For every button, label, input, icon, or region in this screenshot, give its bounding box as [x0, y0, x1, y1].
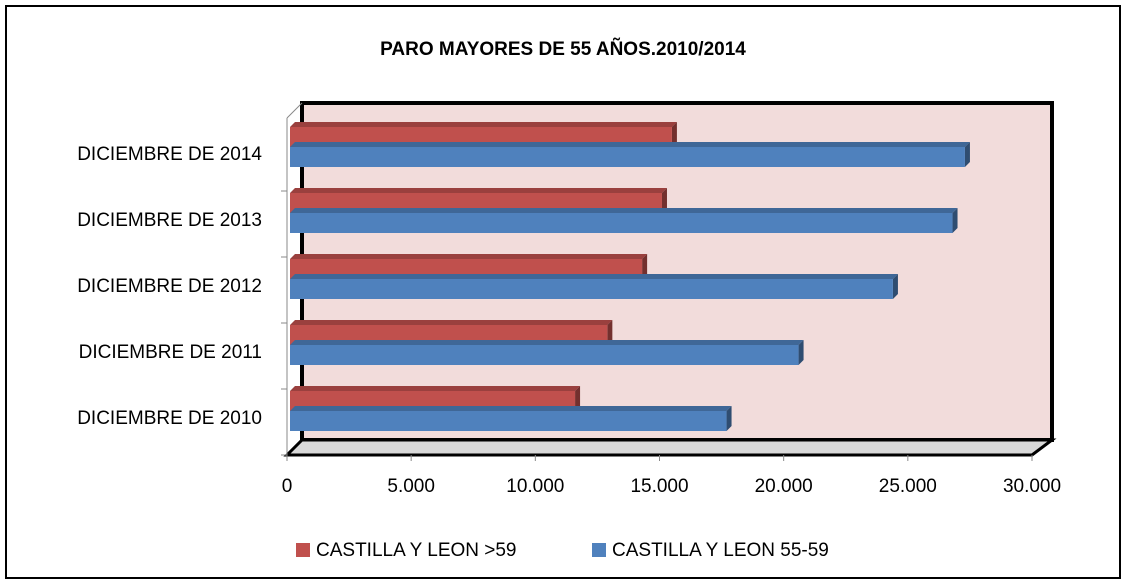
x-tick-label: 20.000 — [755, 476, 813, 497]
floor — [283, 438, 1057, 457]
bar-face — [290, 147, 965, 167]
bar-face — [575, 386, 581, 411]
legend-label: CASTILLA Y LEON >59 — [316, 540, 517, 561]
bar-face — [290, 208, 958, 213]
bar-face — [290, 406, 732, 411]
y-tick-label: DICIEMBRE DE 2014 — [77, 144, 262, 165]
bar-face — [952, 208, 958, 233]
bar-face — [798, 340, 804, 365]
bar-face — [290, 142, 970, 147]
bar-face — [726, 406, 732, 431]
bar — [290, 208, 958, 233]
bar-face — [642, 254, 648, 279]
bar-face — [290, 345, 799, 365]
bar-face — [671, 122, 677, 147]
bar — [290, 142, 970, 167]
bar-face — [290, 320, 613, 325]
bar-face — [964, 142, 970, 167]
legend-label: CASTILLA Y LEON 55-59 — [612, 540, 829, 561]
legend-swatch — [296, 543, 310, 557]
bar-face — [892, 274, 898, 299]
x-tick-label: 5.000 — [387, 476, 435, 497]
bar — [290, 406, 732, 431]
y-tick-label: DICIEMBRE DE 2011 — [79, 342, 262, 363]
bar-face — [290, 188, 667, 193]
y-tick-label: DICIEMBRE DE 2010 — [77, 408, 262, 429]
x-tick-label: 30.000 — [1003, 476, 1061, 497]
bar-face — [290, 274, 898, 279]
bar — [290, 274, 898, 299]
bar-face — [290, 411, 727, 431]
bar-face — [290, 213, 953, 233]
y-tick-label: DICIEMBRE DE 2012 — [77, 276, 262, 297]
x-tick-label: 25.000 — [879, 476, 937, 497]
bar-face — [290, 122, 677, 127]
bar-face — [290, 386, 581, 391]
axis-line — [286, 102, 303, 119]
y-tick-label: DICIEMBRE DE 2013 — [77, 210, 262, 231]
x-tick-label: 0 — [282, 476, 293, 497]
bar-face — [607, 320, 613, 345]
bar — [290, 340, 804, 365]
bar-face — [290, 340, 804, 345]
chart-title: PARO MAYORES DE 55 AÑOS.2010/2014 — [380, 38, 746, 60]
x-tick-label: 10.000 — [506, 476, 564, 497]
bar-face — [290, 254, 648, 259]
bar-face — [661, 188, 667, 213]
legend-swatch — [592, 543, 606, 557]
bar-face — [290, 279, 893, 299]
x-tick-label: 15.000 — [630, 476, 688, 497]
